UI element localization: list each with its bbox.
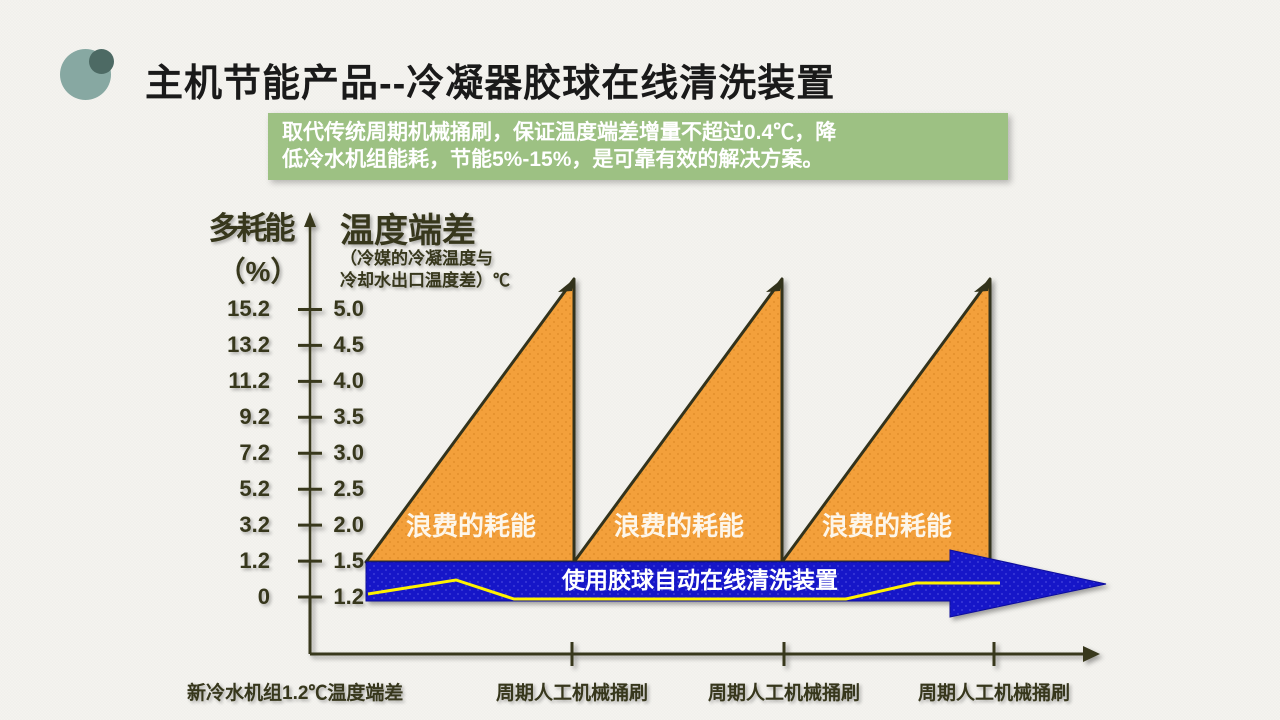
svg-text:使用胶球自动在线清洗装置: 使用胶球自动在线清洗装置 [561,567,838,593]
svg-text:浪费的耗能: 浪费的耗能 [406,511,536,541]
svg-text:浪费的耗能: 浪费的耗能 [822,511,952,541]
svg-text:浪费的耗能: 浪费的耗能 [614,511,744,541]
